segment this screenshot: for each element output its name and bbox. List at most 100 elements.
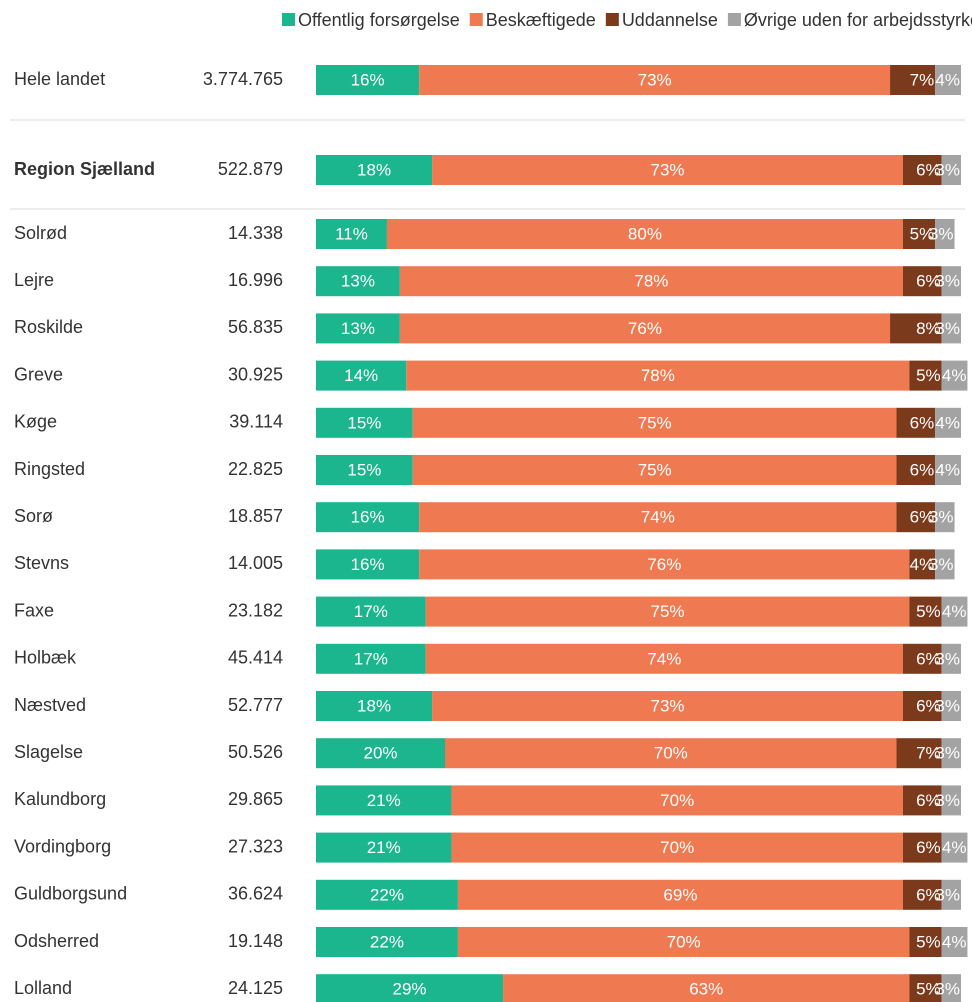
value-label: 70% [660,791,694,810]
value-label: 15% [347,413,381,432]
category-label: Roskilde [14,317,83,337]
bar-segment [445,738,897,769]
value-label: 6% [916,696,941,715]
bar-segment [451,832,903,863]
total-label: 39.114 [229,412,283,432]
category-label: Faxe [14,600,54,620]
value-label: 22% [370,885,404,904]
bar-segment [902,785,942,816]
bar-segment [941,832,968,863]
bar-segment [425,643,903,674]
value-label: 7% [910,70,935,89]
bar-segment [316,643,426,674]
bar-segment [399,313,891,344]
bar-segment [902,155,942,185]
value-label: 6% [910,460,935,479]
value-label: 18% [357,696,391,715]
bar-segment [316,785,452,816]
value-label: 4% [935,460,960,479]
value-label: 3% [935,319,960,338]
bar-segment [316,974,504,1002]
value-label: 5% [916,602,941,621]
legend-label: Offentlig forsørgelse [298,10,460,30]
bar-segment [941,738,961,769]
value-label: 5% [910,224,935,243]
value-label: 6% [916,649,941,668]
value-label: 78% [634,272,668,291]
value-label: 4% [942,366,967,385]
bar-segment [316,832,452,863]
value-label: 75% [638,460,672,479]
bar-segment [902,832,942,863]
value-label: 73% [651,696,685,715]
bar-segment [896,407,936,438]
bar-segment [316,455,413,485]
bar-segment [425,596,910,627]
bar-segment [316,879,458,910]
value-label: 3% [935,272,960,291]
value-label: 16% [351,70,385,89]
bar-segment [902,879,942,910]
value-label: 6% [916,791,941,810]
legend-swatch [605,13,619,26]
bar-segment [935,455,961,485]
bar-segment [935,65,961,95]
value-label: 74% [647,649,681,668]
bar-segment [941,313,961,344]
total-label: 24.125 [228,978,283,998]
total-label: 22.825 [228,459,283,479]
value-label: 3% [929,224,954,243]
bar-segment [451,785,903,816]
value-label: 4% [935,70,960,89]
bar-segment [890,313,942,344]
legend-swatch [469,13,483,26]
bar-segment [316,360,407,391]
value-label: 16% [351,555,385,574]
value-label: 3% [935,980,960,999]
value-label: 17% [354,649,388,668]
bar-segment [941,360,968,391]
bar-segment [316,266,400,297]
category-label: Lejre [14,270,54,290]
bar-segment [909,927,942,957]
bar-segment [316,549,420,580]
bar-segment [935,219,955,249]
bar-segment [316,691,433,721]
value-label: 70% [654,744,688,763]
category-label: Region Sjælland [14,159,155,179]
category-label: Greve [14,364,63,384]
value-label: 5% [916,366,941,385]
bar-segment [316,219,387,249]
bar-segment [316,155,433,185]
bar-segment [457,927,910,957]
value-label: 70% [667,932,701,951]
value-label: 21% [367,791,401,810]
category-label: Hele landet [14,69,105,89]
bar-segment [941,643,961,674]
value-label: 3% [935,885,960,904]
bar-segment [399,266,903,297]
value-label: 76% [647,555,681,574]
value-label: 14% [344,366,378,385]
value-label: 15% [347,460,381,479]
value-label: 73% [638,70,672,89]
value-label: 3% [929,508,954,527]
bar-segment [941,155,961,185]
category-label: Næstved [14,695,86,715]
bar-segment [316,313,400,344]
value-label: 3% [935,649,960,668]
bar-segment [419,549,910,580]
category-label: Holbæk [14,648,77,668]
total-label: 14.338 [228,223,283,243]
value-label: 75% [651,602,685,621]
legend-swatch [281,13,295,26]
value-label: 16% [351,508,385,527]
value-label: 3% [935,160,960,179]
category-label: Odsherred [14,931,99,951]
value-label: 63% [689,980,723,999]
legend-label: Beskæftigede [486,10,596,30]
bar-segment [896,455,936,485]
bar-segment [909,360,942,391]
bar-segment [909,596,942,627]
bar-segment [316,738,445,769]
